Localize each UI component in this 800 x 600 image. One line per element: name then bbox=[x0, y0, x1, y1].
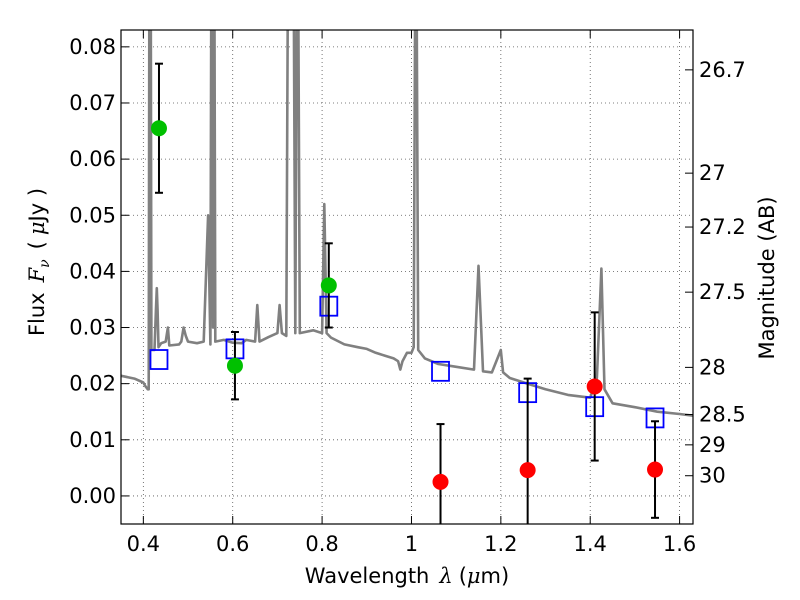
y-tick-label: 0.04 bbox=[69, 259, 116, 283]
plot-area bbox=[121, 30, 693, 524]
y2-tick-label: 27 bbox=[699, 161, 726, 185]
x-axis-label: Wavelength λ (μm) bbox=[305, 564, 509, 588]
nondetection-point bbox=[586, 378, 603, 395]
plot-frame bbox=[120, 29, 694, 525]
x-tick-label: 0.4 bbox=[127, 532, 160, 556]
x-tick-label: 1.2 bbox=[484, 532, 517, 556]
y-tick-label: 0.06 bbox=[69, 147, 116, 171]
y-tick-label: 0.02 bbox=[69, 372, 116, 396]
x-tick-label: 1.4 bbox=[574, 532, 607, 556]
y2-tick-label: 28.5 bbox=[699, 403, 746, 427]
y-tick-label: 0.03 bbox=[69, 316, 116, 340]
detection-point bbox=[150, 120, 167, 137]
nondetection-point bbox=[647, 461, 664, 478]
y-tick-label: 0.08 bbox=[69, 35, 116, 59]
y-axis-label: FluxFν(μJy ) bbox=[25, 188, 53, 336]
x-tick-label: 0.6 bbox=[216, 532, 249, 556]
axis-ticks: 0.4 0.6 0.8 1 1.2 1.4 1.6 0.00 0.01 0.02 0.03 0.04 0… bbox=[69, 30, 746, 556]
x-tick-label: 1.6 bbox=[663, 532, 696, 556]
y-tick-label: 0.05 bbox=[69, 203, 116, 227]
y2-tick-label: 30 bbox=[699, 464, 726, 488]
y-tick-label: 0.00 bbox=[69, 484, 116, 508]
nondetection-point bbox=[432, 473, 449, 490]
y2-tick-label: 27.2 bbox=[699, 215, 746, 239]
sed-model-line bbox=[121, 30, 693, 417]
detection-point bbox=[226, 357, 243, 374]
y-tick-label: 0.01 bbox=[69, 428, 116, 452]
y2-tick-label: 29 bbox=[699, 433, 726, 457]
x-tick-label: 1 bbox=[405, 532, 418, 556]
y2-axis-label: Magnitude (AB) bbox=[755, 196, 779, 359]
x-tick-label: 0.8 bbox=[305, 532, 338, 556]
model-photometry-square bbox=[431, 360, 450, 382]
y2-tick-label: 27.5 bbox=[699, 280, 746, 304]
y2-tick-label: 28 bbox=[699, 355, 726, 379]
nondetection-point bbox=[519, 462, 536, 479]
y2-tick-label: 26.7 bbox=[699, 58, 746, 82]
y-tick-label: 0.07 bbox=[69, 91, 116, 115]
model-photometry-square bbox=[149, 349, 169, 370]
detection-point bbox=[320, 277, 337, 294]
